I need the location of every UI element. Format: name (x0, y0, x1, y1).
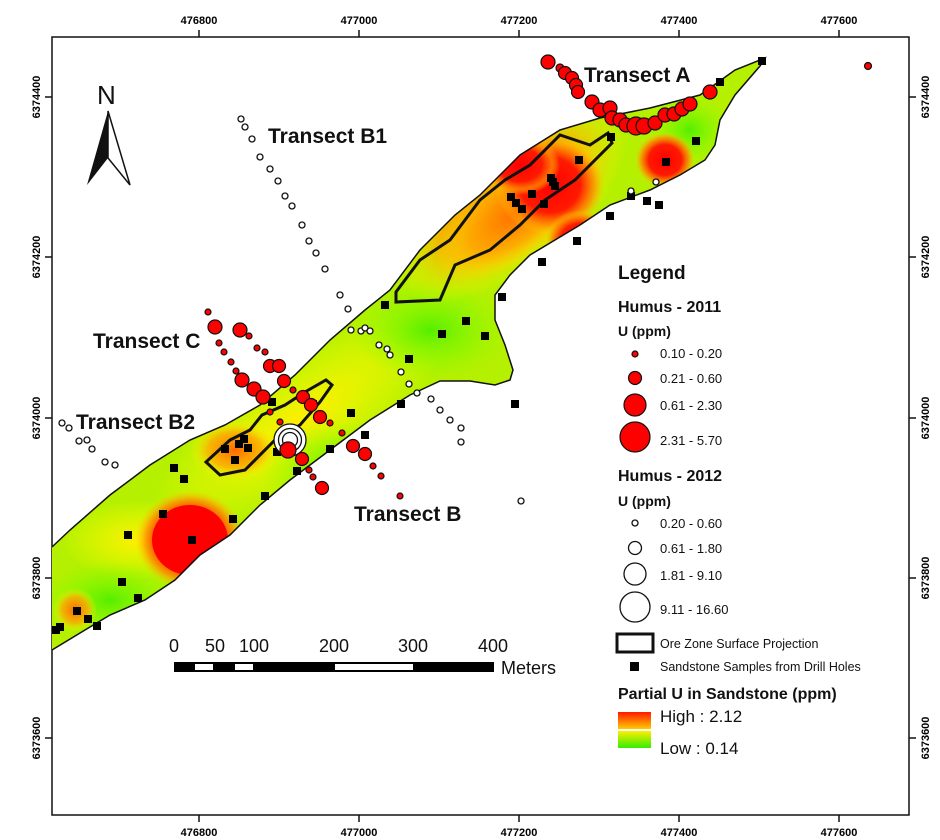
transect-a-label: Transect A (584, 64, 691, 87)
y-tick-left: 6374000 (31, 397, 43, 440)
legend-ramp-low (618, 731, 651, 748)
scale-label: 50 (205, 636, 225, 656)
legend-humus-2011-title: Humus - 2011 (618, 299, 721, 316)
north-arrow-icon (87, 110, 131, 186)
legend-2012-class: 1.81 - 9.10 (660, 568, 722, 583)
scale-label: 0 (169, 636, 179, 656)
study-area-outline (51, 56, 767, 651)
legend-high-label: High : 2.12 (660, 707, 742, 726)
y-tick-left: 6374400 (31, 76, 43, 119)
x-tick-bottom: 477200 (501, 827, 538, 839)
x-tick-top: 477200 (501, 15, 538, 27)
scale-unit: Meters (501, 658, 556, 678)
transect-b1-label: Transect B1 (268, 125, 387, 148)
legend-ore-zone-label: Ore Zone Surface Projection (660, 637, 818, 651)
legend-2012-class: 0.20 - 0.60 (660, 516, 722, 531)
legend-ramp-high (618, 712, 651, 729)
scale-label: 300 (398, 636, 428, 656)
legend-humus-2011-unit: U (ppm) (618, 323, 671, 339)
legend: Legend Humus - 2011 U (ppm) 0.10 - 0.20 … (615, 263, 861, 758)
legend-red-circle-l (619, 421, 651, 453)
scale-bar: 0 50 100 200 300 400 Meters (169, 636, 556, 678)
legend-humus-2012-unit: U (ppm) (618, 493, 671, 509)
map-frame (51, 36, 910, 816)
y-tick-left: 6374200 (31, 236, 43, 279)
x-tick-top: 476800 (181, 15, 218, 27)
legend-red-circle-s (627, 370, 643, 386)
legend-humus-2012-title: Humus - 2012 (618, 468, 722, 485)
legend-red-circle-m (623, 393, 647, 417)
legend-2012-class: 0.61 - 1.80 (660, 541, 722, 556)
transect-b2-label: Transect B2 (76, 411, 195, 434)
y-tick-right: 6374000 (920, 397, 932, 440)
y-tick-right: 6374400 (920, 76, 932, 119)
legend-white-circle-s (627, 540, 643, 556)
x-axis-bottom: 476800 477000 477200 477400 477600 (181, 815, 858, 839)
x-axis-top: 476800 477000 477200 477400 477600 (181, 15, 858, 37)
transect-c-label: Transect C (93, 330, 200, 353)
y-axis-left: 6374400 6374200 6374000 6373800 6373600 (31, 76, 52, 760)
scale-label: 400 (478, 636, 508, 656)
y-axis-right: 6374400 6374200 6374000 6373800 6373600 (909, 76, 932, 760)
x-tick-top: 477400 (661, 15, 698, 27)
legend-2011-class: 0.21 - 0.60 (660, 371, 722, 386)
legend-2012-class: 9.11 - 16.60 (660, 602, 728, 617)
legend-white-circle-l (619, 591, 651, 623)
humus-2011-points (204, 54, 873, 500)
y-tick-left: 6373600 (31, 717, 43, 760)
y-tick-right: 6374200 (920, 236, 932, 279)
legend-sandstone-swatch (630, 662, 639, 671)
legend-sandstone-label: Sandstone Samples from Drill Holes (660, 660, 861, 674)
x-tick-bottom: 477400 (661, 827, 698, 839)
y-tick-right: 6373800 (920, 557, 932, 600)
x-tick-top: 477000 (341, 15, 378, 27)
legend-red-circle-xs (631, 350, 639, 358)
legend-2011-class: 2.31 - 5.70 (660, 433, 722, 448)
scale-label: 200 (319, 636, 349, 656)
legend-white-circle-xs (631, 519, 639, 527)
north-arrow-label: N (97, 80, 116, 110)
legend-title: Legend (618, 263, 686, 284)
sandstone-samples (52, 57, 766, 634)
legend-low-label: Low : 0.14 (660, 739, 738, 758)
legend-2011-class: 0.10 - 0.20 (660, 346, 722, 361)
x-tick-top: 477600 (821, 15, 858, 27)
ore-zone-south (203, 378, 335, 477)
x-tick-bottom: 477600 (821, 827, 858, 839)
y-tick-left: 6373800 (31, 557, 43, 600)
legend-white-circle-m (623, 562, 647, 586)
transect-b-label: Transect B (354, 503, 461, 526)
legend-ore-zone-swatch (615, 632, 655, 654)
legend-partial-u-title: Partial U in Sandstone (ppm) (618, 686, 837, 703)
x-tick-bottom: 476800 (181, 827, 218, 839)
legend-2011-class: 0.61 - 2.30 (660, 398, 722, 413)
y-tick-right: 6373600 (920, 717, 932, 760)
x-tick-bottom: 477000 (341, 827, 378, 839)
scale-label: 100 (239, 636, 269, 656)
